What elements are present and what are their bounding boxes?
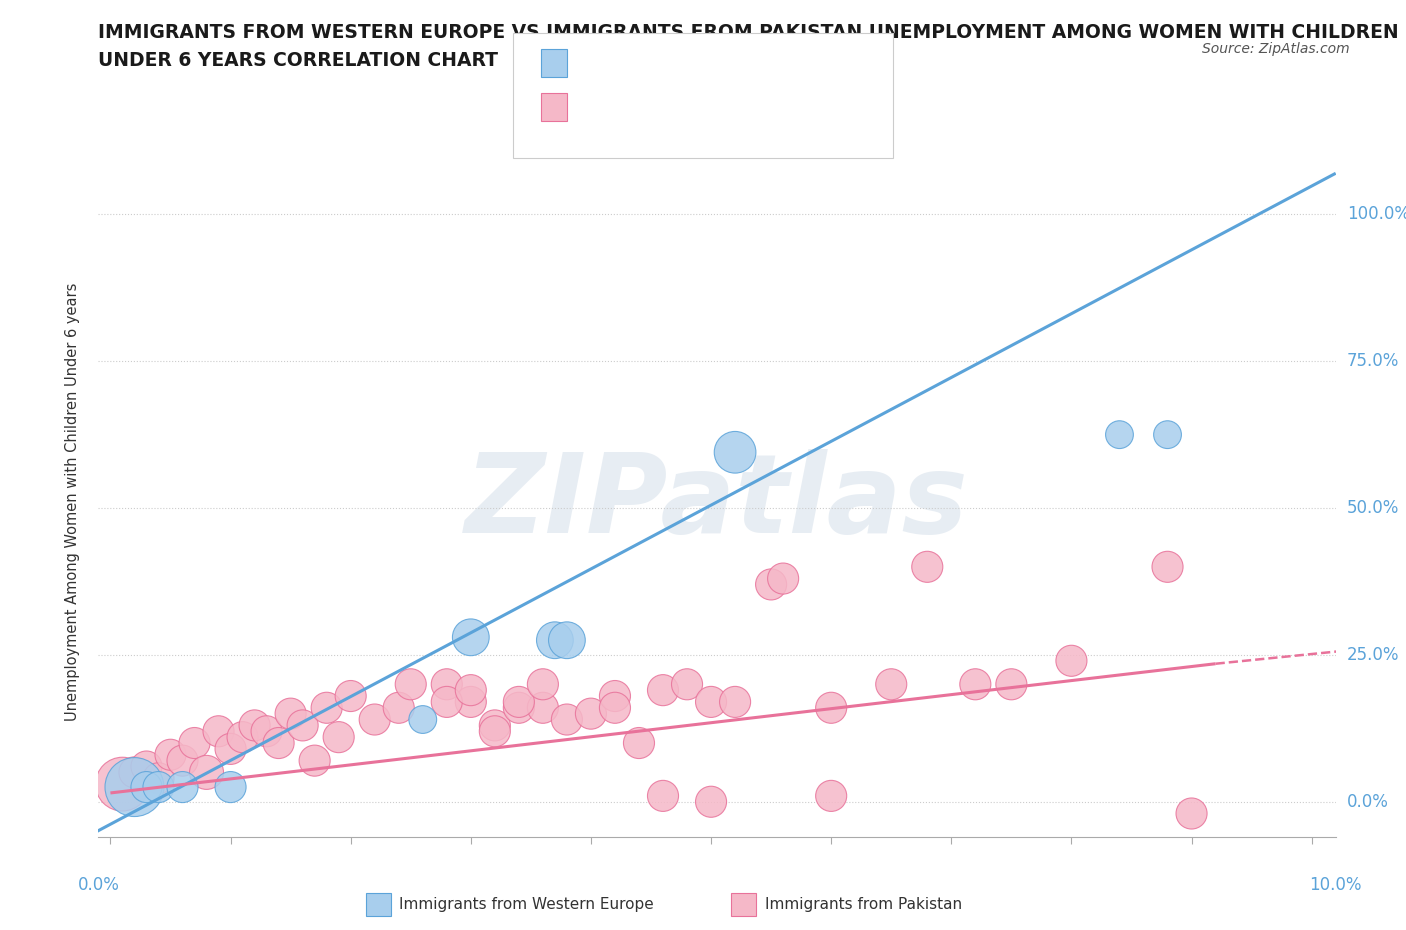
- Point: [460, 695, 482, 710]
- Point: [148, 771, 170, 786]
- Text: 0.0%: 0.0%: [77, 876, 120, 894]
- Point: [579, 706, 602, 721]
- Point: [219, 779, 242, 794]
- Point: [183, 736, 205, 751]
- Point: [460, 683, 482, 698]
- Point: [460, 630, 482, 644]
- Point: [195, 765, 218, 780]
- Point: [135, 779, 157, 794]
- Point: [820, 789, 842, 804]
- Text: R = 0.481: R = 0.481: [578, 100, 658, 114]
- Point: [1156, 559, 1178, 574]
- Point: [135, 759, 157, 774]
- Point: [124, 779, 146, 794]
- Point: [256, 724, 278, 738]
- Y-axis label: Unemployment Among Women with Children Under 6 years: Unemployment Among Women with Children U…: [65, 283, 80, 722]
- Point: [124, 765, 146, 780]
- Point: [531, 700, 554, 715]
- Point: [652, 789, 675, 804]
- Point: [436, 695, 458, 710]
- Point: [603, 700, 626, 715]
- Text: 100.0%: 100.0%: [1347, 206, 1406, 223]
- Text: N = 12: N = 12: [745, 56, 806, 71]
- Point: [508, 695, 530, 710]
- Point: [219, 741, 242, 756]
- Point: [531, 677, 554, 692]
- Point: [388, 700, 411, 715]
- Point: [508, 700, 530, 715]
- Text: N = 55: N = 55: [745, 100, 806, 114]
- Point: [148, 779, 170, 794]
- Point: [724, 445, 747, 459]
- Text: 0.0%: 0.0%: [1347, 792, 1389, 811]
- Text: R = 0.771: R = 0.771: [578, 56, 658, 71]
- Point: [544, 632, 567, 647]
- Point: [159, 748, 181, 763]
- Point: [555, 712, 578, 727]
- Point: [772, 571, 794, 586]
- Point: [700, 794, 723, 809]
- Point: [1108, 427, 1130, 442]
- Point: [1156, 427, 1178, 442]
- Point: [364, 712, 387, 727]
- Point: [172, 779, 194, 794]
- Point: [111, 777, 134, 791]
- Point: [267, 736, 290, 751]
- Point: [1180, 806, 1202, 821]
- Point: [700, 695, 723, 710]
- Point: [172, 753, 194, 768]
- Point: [1000, 677, 1022, 692]
- Text: Source: ZipAtlas.com: Source: ZipAtlas.com: [1202, 42, 1350, 56]
- Point: [627, 736, 650, 751]
- Point: [315, 700, 337, 715]
- Point: [280, 706, 302, 721]
- Point: [399, 677, 422, 692]
- Point: [759, 577, 782, 591]
- Point: [652, 683, 675, 698]
- Point: [555, 632, 578, 647]
- Text: 50.0%: 50.0%: [1347, 499, 1399, 517]
- Text: 75.0%: 75.0%: [1347, 352, 1399, 370]
- Point: [965, 677, 987, 692]
- Point: [724, 695, 747, 710]
- Point: [917, 559, 939, 574]
- Text: 25.0%: 25.0%: [1347, 646, 1399, 664]
- Text: ZIPatlas: ZIPatlas: [465, 448, 969, 556]
- Point: [603, 688, 626, 703]
- Point: [291, 718, 314, 733]
- Point: [232, 730, 254, 745]
- Point: [484, 718, 506, 733]
- Point: [436, 677, 458, 692]
- Point: [820, 700, 842, 715]
- Point: [339, 688, 361, 703]
- Point: [676, 677, 699, 692]
- Text: IMMIGRANTS FROM WESTERN EUROPE VS IMMIGRANTS FROM PAKISTAN UNEMPLOYMENT AMONG WO: IMMIGRANTS FROM WESTERN EUROPE VS IMMIGR…: [98, 23, 1399, 42]
- Point: [1060, 654, 1083, 669]
- Point: [304, 753, 326, 768]
- Text: Immigrants from Western Europe: Immigrants from Western Europe: [399, 897, 654, 912]
- Text: Immigrants from Pakistan: Immigrants from Pakistan: [765, 897, 962, 912]
- Point: [207, 724, 229, 738]
- Point: [328, 730, 350, 745]
- Point: [880, 677, 903, 692]
- Point: [243, 718, 266, 733]
- Point: [484, 724, 506, 738]
- Text: UNDER 6 YEARS CORRELATION CHART: UNDER 6 YEARS CORRELATION CHART: [98, 51, 498, 70]
- Text: 10.0%: 10.0%: [1309, 876, 1362, 894]
- Point: [412, 712, 434, 727]
